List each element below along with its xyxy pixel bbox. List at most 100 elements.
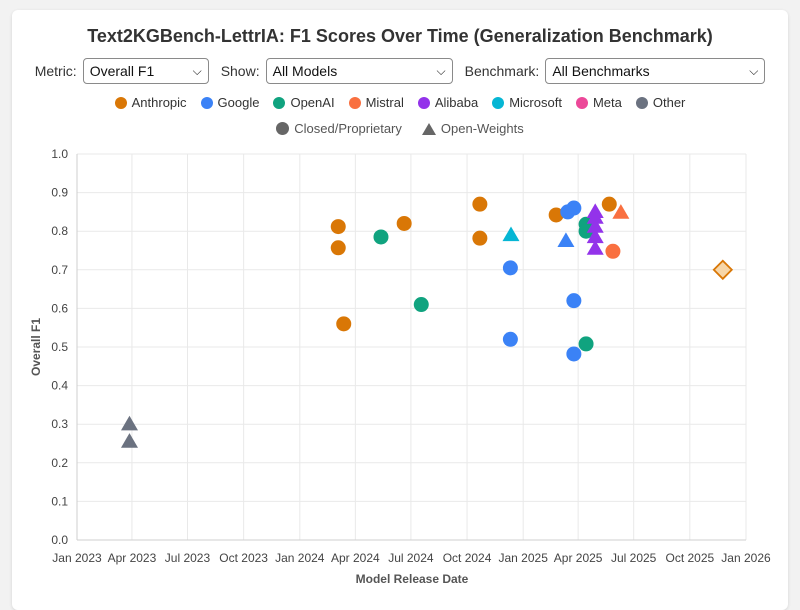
scatter-point-closed[interactable] xyxy=(396,215,412,231)
x-tick-label: Jan 2024 xyxy=(275,551,325,565)
benchmark-control: Benchmark: All Benchmarks ⌵ xyxy=(465,58,766,84)
scatter-point-closed[interactable] xyxy=(472,230,488,246)
chart-card xyxy=(12,10,788,610)
benchmark-select-value: All Benchmarks xyxy=(552,63,650,79)
show-select[interactable]: All Models ⌵ xyxy=(265,58,453,84)
scatter-point-closed[interactable] xyxy=(336,316,352,332)
provider-legend: Anthropic Google OpenAI Mistral Alibaba … xyxy=(0,95,800,110)
metric-label: Metric: xyxy=(34,63,77,79)
legend-item-meta[interactable]: Meta xyxy=(575,95,622,110)
circle-icon xyxy=(276,122,290,135)
scatter-point-open[interactable] xyxy=(586,209,604,224)
scatter-point-open[interactable] xyxy=(557,232,575,247)
x-axis-label: Model Release Date xyxy=(356,572,469,586)
legend-label: Anthropic xyxy=(131,95,187,110)
y-tick-label: 0.6 xyxy=(51,301,68,315)
legend-item-other[interactable]: Other xyxy=(635,95,686,110)
scatter-point-closed[interactable] xyxy=(330,240,346,256)
grid xyxy=(76,153,747,541)
scatter-point-open[interactable] xyxy=(586,240,604,255)
legend-item-anthropic[interactable]: Anthropic xyxy=(114,95,187,110)
legend-item-microsoft[interactable]: Microsoft xyxy=(492,95,562,110)
scatter-point-open[interactable] xyxy=(120,433,138,448)
triangle-icon xyxy=(421,122,436,135)
show-label: Show: xyxy=(220,63,260,79)
x-axis-ticks: Jan 2023 Apr 2023 Jul 2023 Oct 2023 Jan 2024… xyxy=(52,551,771,565)
scatter-point-closed[interactable] xyxy=(566,200,582,216)
y-tick-label: 0.1 xyxy=(51,494,68,508)
x-tick-label: Jul 2025 xyxy=(611,551,657,565)
benchmark-label: Benchmark: xyxy=(464,63,540,79)
legend-item-google[interactable]: Google xyxy=(200,95,260,110)
show-control: Show: All Models ⌵ xyxy=(221,58,453,84)
scatter-point-open[interactable] xyxy=(586,228,604,244)
legend-label: Microsoft xyxy=(509,95,562,110)
scatter-point-closed[interactable] xyxy=(566,346,582,362)
anthropic-dot-icon xyxy=(114,96,127,109)
scatter-point-closed[interactable] xyxy=(472,196,488,212)
controls-bar: Metric: Overall F1 ⌵ Show: All Models ⌵ … xyxy=(0,57,800,85)
x-tick-label: Oct 2025 xyxy=(665,551,714,565)
openai-dot-icon xyxy=(273,96,286,109)
scatter-point-open[interactable] xyxy=(586,218,604,233)
legend-label: Mistral xyxy=(365,95,404,110)
legend-label: Google xyxy=(217,95,260,110)
legend-label: Alibaba xyxy=(434,95,479,110)
legend-label: Closed/Proprietary xyxy=(294,121,402,136)
scatter-point-closed[interactable] xyxy=(502,260,518,276)
legend-label: OpenAI xyxy=(290,95,335,110)
y-tick-label: 0.7 xyxy=(51,263,68,277)
metric-select[interactable]: Overall F1 ⌵ xyxy=(82,58,209,84)
y-tick-label: 0.3 xyxy=(51,417,68,431)
x-tick-label: Oct 2024 xyxy=(443,551,492,565)
legend-item-mistral[interactable]: Mistral xyxy=(348,95,404,110)
scatter-point-closed[interactable] xyxy=(578,336,594,352)
y-tick-label: 0.8 xyxy=(51,224,68,238)
scatter-point-closed[interactable] xyxy=(605,243,621,259)
x-tick-label: Jan 2025 xyxy=(499,551,549,565)
shape-legend: Closed/Proprietary Open-Weights xyxy=(0,121,800,136)
scatter-point-open[interactable] xyxy=(612,204,630,219)
meta-dot-icon xyxy=(575,96,588,109)
show-select-value: All Models xyxy=(272,63,338,79)
y-tick-label: 1.0 xyxy=(51,147,68,161)
data-points xyxy=(120,196,734,448)
scatter-point-closed[interactable] xyxy=(413,297,429,313)
scatter-point-open[interactable] xyxy=(120,415,138,431)
metric-select-value: Overall F1 xyxy=(89,63,155,79)
scatter-point-closed[interactable] xyxy=(548,207,564,223)
legend-item-open-weights[interactable]: Open-Weights xyxy=(421,121,524,136)
x-tick-label: Jul 2023 xyxy=(165,551,211,565)
metric-control: Metric: Overall F1 ⌵ xyxy=(35,58,209,84)
x-tick-label: Jul 2024 xyxy=(388,551,434,565)
chevron-down-icon: ⌵ xyxy=(192,63,202,78)
legend-item-alibaba[interactable]: Alibaba xyxy=(417,95,479,110)
benchmark-select[interactable]: All Benchmarks ⌵ xyxy=(545,58,766,84)
legend-item-openai[interactable]: OpenAI xyxy=(273,95,335,110)
legend-label: Open-Weights xyxy=(440,121,524,136)
other-dot-icon xyxy=(635,96,648,109)
legend-label: Meta xyxy=(592,95,622,110)
y-tick-label: 0.4 xyxy=(51,379,68,393)
microsoft-dot-icon xyxy=(492,96,505,109)
chevron-down-icon: ⌵ xyxy=(436,63,446,78)
x-tick-label: Apr 2025 xyxy=(554,551,603,565)
x-tick-label: Apr 2023 xyxy=(108,551,157,565)
scatter-point-closed[interactable] xyxy=(373,229,389,245)
scatter-point-closed[interactable] xyxy=(566,293,582,309)
y-axis-ticks: 0.0 0.1 0.2 0.3 0.4 0.5 0.6 0.7 0.8 0.9 1.0 xyxy=(51,147,68,547)
legend-label: Other xyxy=(652,95,686,110)
google-dot-icon xyxy=(200,96,213,109)
x-tick-label: Jan 2026 xyxy=(721,551,771,565)
scatter-point-closed[interactable] xyxy=(330,219,346,235)
y-tick-label: 0.0 xyxy=(51,533,68,547)
y-tick-label: 0.9 xyxy=(51,186,68,200)
legend-item-closed[interactable]: Closed/Proprietary xyxy=(276,121,402,136)
scatter-point-open[interactable] xyxy=(502,226,520,242)
scatter-point-closed[interactable] xyxy=(502,331,518,347)
scatter-point-highlight[interactable] xyxy=(712,259,734,281)
alibaba-dot-icon xyxy=(417,96,430,109)
scatter-point-closed[interactable] xyxy=(601,196,617,212)
mistral-dot-icon xyxy=(348,96,361,109)
